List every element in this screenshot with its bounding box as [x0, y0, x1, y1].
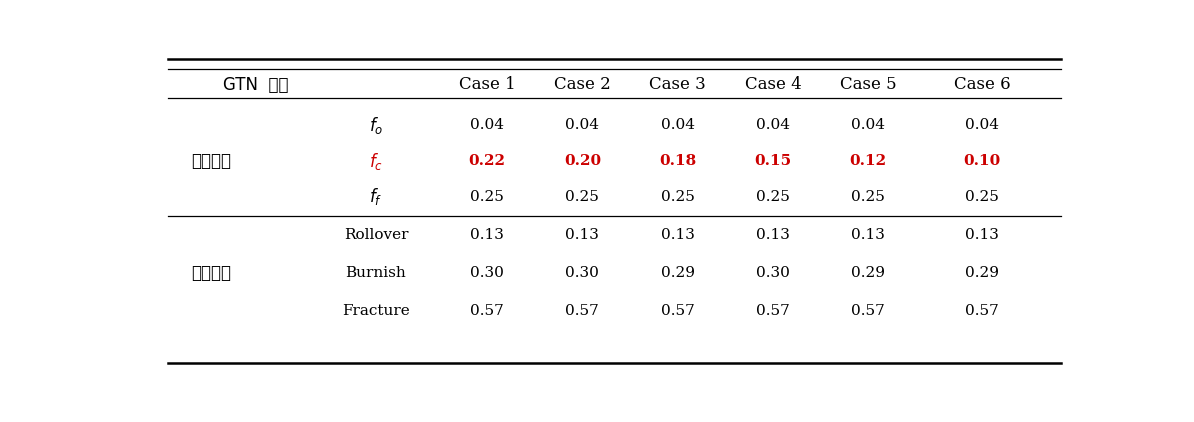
Text: 0.29: 0.29 — [660, 266, 695, 280]
Text: Case 2: Case 2 — [554, 76, 610, 93]
Text: 0.57: 0.57 — [851, 304, 885, 318]
Text: Case 4: Case 4 — [745, 76, 801, 93]
Text: 0.57: 0.57 — [660, 304, 695, 318]
Text: 0.25: 0.25 — [470, 190, 504, 204]
Text: 0.04: 0.04 — [965, 119, 999, 133]
Text: 0.30: 0.30 — [756, 266, 790, 280]
Text: $f_c$: $f_c$ — [369, 151, 383, 172]
Text: Case 3: Case 3 — [650, 76, 706, 93]
Text: 0.30: 0.30 — [470, 266, 504, 280]
Text: 0.04: 0.04 — [470, 119, 504, 133]
Text: 0.20: 0.20 — [564, 154, 601, 168]
Text: 0.13: 0.13 — [851, 228, 885, 242]
Text: $f_o$: $f_o$ — [369, 115, 383, 136]
Text: 0.29: 0.29 — [851, 266, 885, 280]
Text: 0.13: 0.13 — [660, 228, 695, 242]
Text: 0.57: 0.57 — [566, 304, 599, 318]
Text: 상대길이: 상대길이 — [191, 264, 230, 282]
Text: Case 5: Case 5 — [839, 76, 897, 93]
Text: Rollover: Rollover — [344, 228, 408, 242]
Text: 0.57: 0.57 — [470, 304, 504, 318]
Text: 0.04: 0.04 — [565, 119, 599, 133]
Text: 0.29: 0.29 — [965, 266, 999, 280]
Text: 0.13: 0.13 — [756, 228, 790, 242]
Text: Case 1: Case 1 — [458, 76, 516, 93]
Text: 0.12: 0.12 — [850, 154, 887, 168]
Text: Case 6: Case 6 — [954, 76, 1010, 93]
Text: 0.30: 0.30 — [566, 266, 599, 280]
Text: 0.04: 0.04 — [851, 119, 885, 133]
Text: 0.18: 0.18 — [659, 154, 696, 168]
Text: 0.25: 0.25 — [566, 190, 599, 204]
Text: 0.10: 0.10 — [964, 154, 1001, 168]
Text: 0.25: 0.25 — [756, 190, 790, 204]
Text: 0.22: 0.22 — [468, 154, 505, 168]
Text: Burnish: Burnish — [345, 266, 406, 280]
Text: 0.15: 0.15 — [755, 154, 792, 168]
Text: 0.57: 0.57 — [965, 304, 999, 318]
Text: 0.57: 0.57 — [756, 304, 789, 318]
Text: 0.25: 0.25 — [965, 190, 999, 204]
Text: 0.25: 0.25 — [660, 190, 695, 204]
Text: 0.13: 0.13 — [470, 228, 504, 242]
Text: $f_f$: $f_f$ — [369, 187, 382, 207]
Text: 0.25: 0.25 — [851, 190, 885, 204]
Text: 0.04: 0.04 — [660, 119, 695, 133]
Text: 재료변수: 재료변수 — [191, 152, 230, 170]
Text: 0.13: 0.13 — [965, 228, 999, 242]
Text: GTN  모델: GTN 모델 — [223, 76, 289, 94]
Text: 0.04: 0.04 — [756, 119, 790, 133]
Text: 0.13: 0.13 — [566, 228, 599, 242]
Text: Fracture: Fracture — [343, 304, 410, 318]
